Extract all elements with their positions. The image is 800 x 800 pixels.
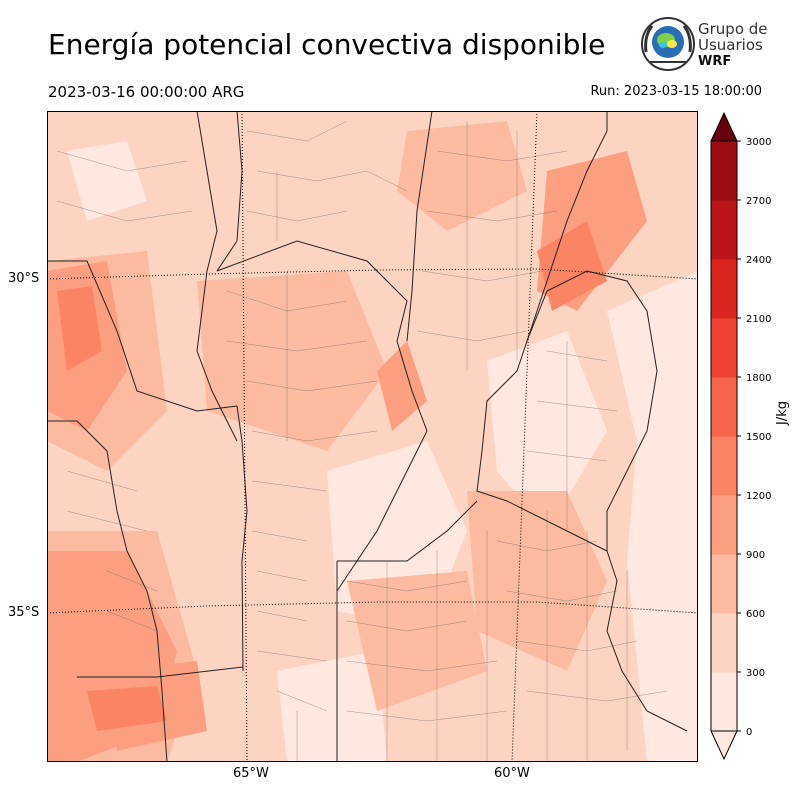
colorbar-body: 0 300 600 900 1200 1500 1800 2100 2400 2700 3000 xyxy=(710,111,771,761)
colorbar-tick-label: 2100 xyxy=(746,314,771,325)
lon-label-60w: 60°W xyxy=(494,766,530,781)
cape-map xyxy=(47,111,698,762)
lat-label-35s: 35°S xyxy=(8,605,40,620)
colorbar-tick-label: 2400 xyxy=(746,255,771,266)
colorbar-band xyxy=(711,200,737,260)
colorbar-band xyxy=(711,259,737,319)
colorbar-min-extension xyxy=(710,730,738,761)
colorbar-tick-label: 2700 xyxy=(746,196,771,207)
colorbar-band xyxy=(711,613,737,673)
map-title: Energía potencial convectiva disponible xyxy=(48,28,606,61)
colorbar: 0 300 600 900 1200 1500 1800 2100 2400 2700 3000 xyxy=(710,111,771,761)
colorbar-tick-label: 600 xyxy=(746,609,765,620)
colorbar-tick-label: 900 xyxy=(746,550,765,561)
colorbar-tick-label: 3000 xyxy=(746,137,771,148)
colorbar-unit-label: J/kg xyxy=(775,401,790,425)
colorbar-tick-label: 1500 xyxy=(746,432,771,443)
colorbar-band xyxy=(711,554,737,614)
colorbar-tick-label: 1200 xyxy=(746,491,771,502)
province-borders xyxy=(47,111,688,762)
lat-label-30s: 30°S xyxy=(8,271,40,286)
colorbar-band xyxy=(711,672,737,732)
wrf-users-logo: Grupo de Usuarios WRF xyxy=(641,17,768,71)
valid-time-label: 2023-03-16 00:00:00 ARG xyxy=(48,83,245,101)
colorbar-tick-label: 1800 xyxy=(746,373,771,384)
colorbar-band xyxy=(711,436,737,496)
lon-label-65w: 65°W xyxy=(233,766,269,781)
logo-line-1: Grupo de xyxy=(698,20,768,38)
logo-emblem-icon xyxy=(641,17,695,71)
cape-field xyxy=(47,111,698,762)
graticule xyxy=(47,111,698,762)
map-frame xyxy=(47,111,698,762)
department-borders xyxy=(56,120,668,762)
colorbar-band xyxy=(711,495,737,555)
colorbar-band xyxy=(711,377,737,437)
colorbar-tick-label: 300 xyxy=(746,668,765,679)
logo-line-2: Usuarios xyxy=(698,36,763,54)
colorbar-max-extension xyxy=(710,111,738,142)
logo-line-3: WRF xyxy=(698,54,731,69)
run-time-label: Run: 2023-03-15 18:00:00 xyxy=(590,84,762,99)
colorbar-band xyxy=(711,318,737,378)
colorbar-tick-label: 0 xyxy=(746,727,752,738)
colorbar-band xyxy=(711,141,737,201)
